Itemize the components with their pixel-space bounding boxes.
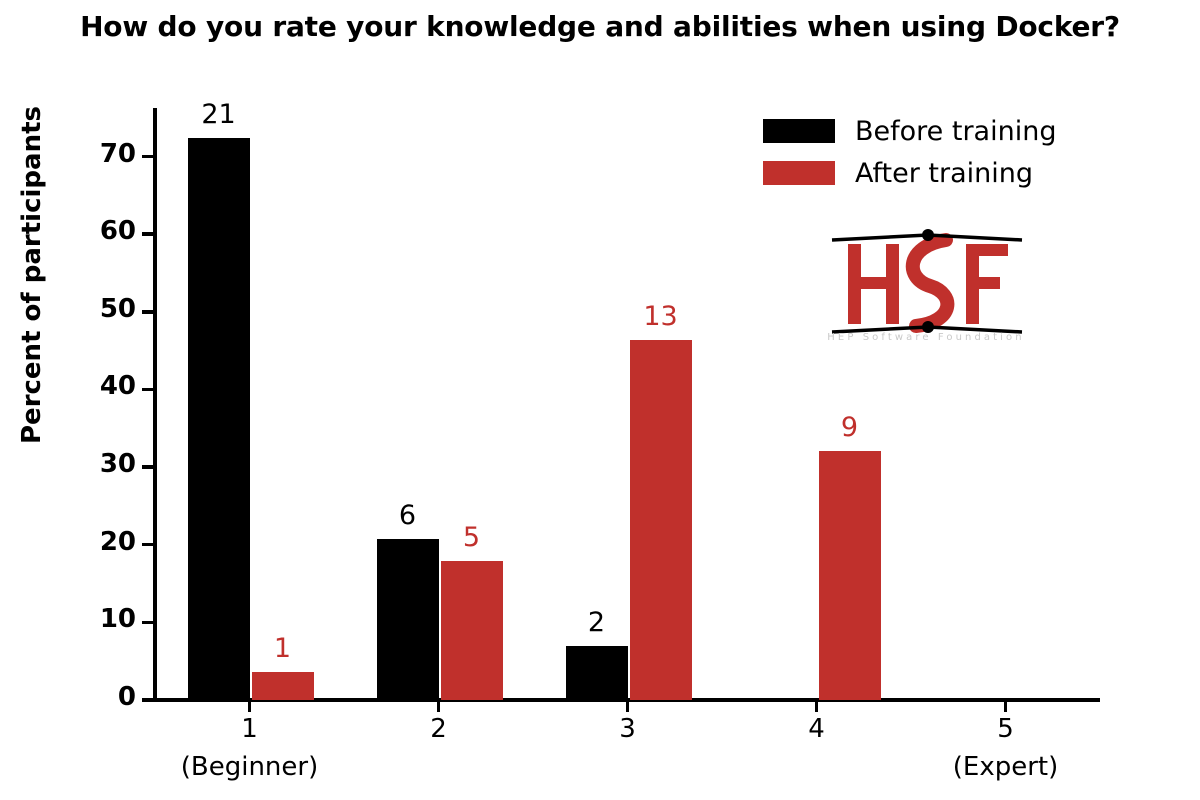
bar-before-1 <box>187 137 250 700</box>
bar-value-label: 1 <box>273 633 292 665</box>
x-axis-tick <box>247 700 252 712</box>
bar-after-3 <box>629 339 692 700</box>
chart-legend: Before training After training <box>763 110 1063 194</box>
x-axis-tick <box>436 700 441 712</box>
bar-value-label: 13 <box>643 300 678 332</box>
x-axis-tick-label: 4 <box>808 714 825 744</box>
bars-layer: 21 6 2 1 5 13 9 <box>155 99 1100 700</box>
y-axis-tick <box>142 698 154 702</box>
x-axis-tick-label: 1 <box>241 714 258 744</box>
y-axis-tick <box>142 154 154 159</box>
hsf-tagline: HEP Software Foundation <box>827 332 1025 343</box>
y-axis-tick-label: 0 <box>117 682 136 712</box>
bar-value-label: 21 <box>201 98 236 130</box>
x-axis-tick <box>1003 700 1008 712</box>
x-axis-tick-label: 3 <box>619 714 636 744</box>
y-axis-line <box>153 108 157 702</box>
y-axis-tick-label: 70 <box>99 138 136 169</box>
legend-swatch-icon <box>763 161 835 185</box>
y-axis-tick-label: 30 <box>99 449 136 480</box>
bar-after-1 <box>251 672 314 700</box>
y-axis-tick-label: 50 <box>99 293 136 324</box>
y-axis-tick <box>142 542 154 547</box>
hsf-logo <box>826 222 1026 354</box>
page-title: How do you rate your knowledge and abili… <box>80 10 1120 43</box>
x-axis-tick <box>625 700 630 712</box>
x-axis-tick-label: 2 <box>430 714 447 744</box>
y-axis-tick-label: 60 <box>99 216 136 247</box>
x-axis-sub-label: (Expert) <box>952 752 1059 782</box>
x-axis-tick <box>814 700 819 712</box>
legend-item-label: After training <box>855 157 1034 189</box>
y-axis-tick <box>142 465 154 469</box>
y-axis-tick-label: 10 <box>99 604 136 635</box>
y-axis-tick-label: 40 <box>99 371 136 402</box>
x-axis-sub-label: (Beginner) <box>180 752 319 782</box>
legend-swatch-icon <box>763 119 835 143</box>
bar-value-label: 9 <box>840 411 859 443</box>
bar-after-2 <box>440 561 503 700</box>
y-axis-tick <box>142 232 154 236</box>
bar-before-3 <box>565 646 628 700</box>
bar-value-label: 2 <box>587 607 606 639</box>
y-axis-tick <box>142 620 154 625</box>
bar-before-2 <box>376 539 439 700</box>
bar-after-4 <box>818 450 881 700</box>
y-axis-tick <box>142 310 154 314</box>
y-axis-tick-label: 20 <box>99 526 136 557</box>
legend-item-after-training[interactable]: After training <box>763 152 1063 194</box>
y-axis-title: Percent of participants <box>17 106 47 444</box>
bar-value-label: 5 <box>462 522 481 554</box>
x-axis-tick-label: 5 <box>997 714 1014 744</box>
y-axis-tick <box>142 387 154 392</box>
plot-area: 21 6 2 1 5 13 9 <box>155 99 1100 700</box>
bar-value-label: 6 <box>398 500 417 532</box>
legend-item-before-training[interactable]: Before training <box>763 110 1063 152</box>
legend-item-label: Before training <box>855 115 1057 147</box>
